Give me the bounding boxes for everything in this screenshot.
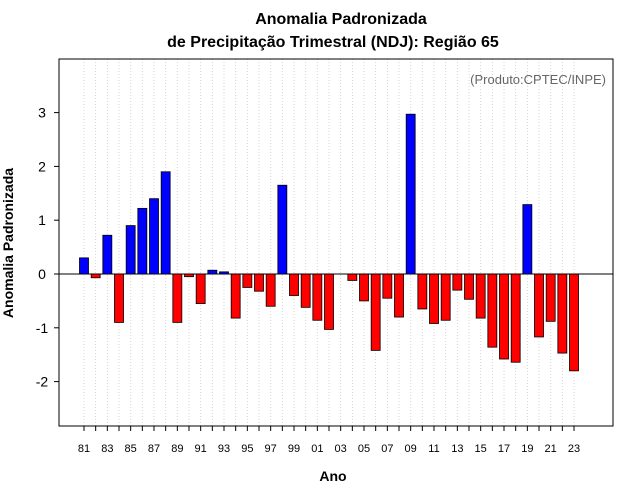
y-axis-title: Anomalia Padronizada	[0, 168, 16, 318]
bar-07	[382, 273, 393, 299]
bar-91	[195, 273, 206, 304]
bar-22	[557, 273, 568, 354]
bar-05	[359, 273, 369, 302]
x-tick-label: 13	[451, 443, 463, 455]
x-tick-label: 05	[358, 443, 370, 455]
bar-06	[370, 273, 381, 351]
x-tick-label: 99	[288, 443, 300, 455]
x-tick-label: 23	[568, 443, 580, 455]
x-tick-label: 01	[311, 443, 323, 455]
bar-99	[289, 273, 299, 296]
x-tick-label: 21	[545, 443, 557, 455]
bar-85	[125, 225, 136, 275]
bar-95	[242, 273, 253, 288]
bar-23	[569, 273, 579, 372]
y-tick-label: 1	[38, 212, 46, 228]
bar-14	[464, 273, 474, 300]
bar-86	[137, 207, 148, 275]
bar-19	[522, 204, 533, 275]
y-tick-label: 0	[38, 266, 46, 282]
bar-18	[510, 273, 521, 363]
bar-13	[452, 273, 463, 291]
credit-annotation: (Produto:CPTEC/INPE)	[470, 72, 606, 87]
x-tick-label: 91	[195, 443, 207, 455]
x-tick-label: 89	[171, 443, 183, 455]
chart-title: Anomalia Padronizada	[255, 11, 427, 28]
bar-00	[300, 273, 311, 308]
x-axis: 81 83 85 87 89 91 93 95 97 99 01 03 05 07 09 11 13 15 17 19…	[78, 426, 580, 455]
x-axis-title: Ano	[319, 468, 346, 484]
bar-98	[277, 184, 288, 275]
x-tick-label: 17	[498, 443, 510, 455]
x-tick-label: 93	[218, 443, 230, 455]
y-tick-label: -2	[36, 374, 49, 390]
x-tick-label: 81	[78, 443, 90, 455]
bar-12	[440, 273, 451, 321]
y-tick-label: 3	[38, 105, 46, 121]
bar-02	[324, 273, 334, 330]
x-tick-label: 83	[101, 443, 113, 455]
x-tick-label: 07	[381, 443, 393, 455]
x-tick-label: 97	[265, 443, 277, 455]
bar-89	[172, 273, 183, 323]
bar-01	[312, 273, 323, 321]
bar-87	[149, 198, 159, 275]
bar-81	[79, 257, 89, 275]
bar-04	[347, 273, 358, 281]
bar-96	[254, 273, 264, 292]
x-tick-label: 11	[428, 443, 439, 455]
bar-08	[394, 273, 404, 318]
bar-20	[534, 273, 544, 338]
x-tick-label: 09	[405, 443, 417, 455]
bar-09	[405, 113, 416, 275]
plot-frame	[58, 58, 614, 427]
bar-88	[160, 171, 171, 275]
x-tick-label: 19	[521, 443, 533, 455]
x-tick-label: 85	[125, 443, 137, 455]
bar-97	[265, 273, 276, 307]
bar-92	[207, 269, 218, 275]
bar-84	[114, 273, 124, 323]
y-tick-label: 2	[38, 158, 46, 174]
x-tick-label: 15	[475, 443, 487, 455]
bar-21	[545, 273, 556, 322]
y-axis: -2 -1 0 1 2 3	[36, 105, 59, 390]
bar-17	[499, 273, 509, 360]
bar-11	[429, 273, 439, 324]
bar-10	[417, 273, 428, 310]
bars	[79, 113, 579, 372]
chart-subtitle: de Precipitação Trimestral (NDJ): Região…	[167, 34, 499, 51]
bar-82	[90, 273, 101, 279]
bar-94	[230, 273, 241, 319]
x-tick-label: 87	[148, 443, 160, 455]
bar-15	[475, 273, 486, 319]
x-tick-label: 03	[335, 443, 347, 455]
y-tick-label: -1	[36, 320, 49, 336]
bar-83	[102, 234, 113, 275]
x-tick-label: 95	[241, 443, 253, 455]
bar-16	[487, 273, 498, 348]
